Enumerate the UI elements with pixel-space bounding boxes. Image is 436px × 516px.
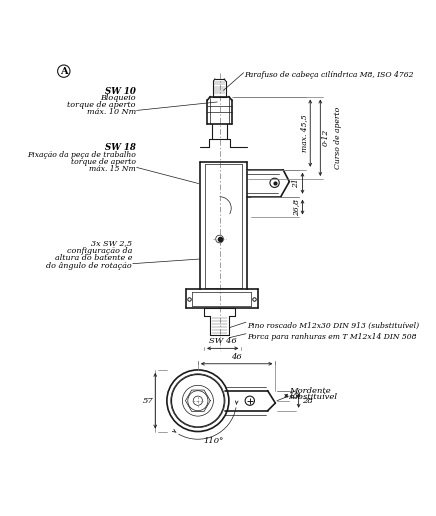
Text: substituível: substituível: [290, 394, 338, 401]
Text: torque de aperto: torque de aperto: [71, 158, 136, 166]
Text: 28: 28: [302, 397, 313, 405]
Text: 15: 15: [289, 392, 299, 400]
Text: 110°: 110°: [203, 437, 224, 445]
Text: 57: 57: [143, 397, 154, 405]
Text: configuração da: configuração da: [67, 247, 132, 255]
Text: 46: 46: [231, 352, 242, 361]
Text: Mordente: Mordente: [290, 386, 331, 395]
Text: max. 45,5: max. 45,5: [300, 114, 308, 152]
Text: torque de aperto: torque de aperto: [68, 101, 136, 109]
Text: máx. 15 Nm: máx. 15 Nm: [89, 165, 136, 173]
Text: A: A: [60, 67, 68, 76]
Text: Parafuso de cabeça cilíndrica M8, ISO 4762: Parafuso de cabeça cilíndrica M8, ISO 47…: [244, 71, 414, 79]
Text: 0-12: 0-12: [322, 129, 330, 147]
Text: Fixação da peça de trabalho: Fixação da peça de trabalho: [27, 151, 136, 159]
Text: altura do batente e: altura do batente e: [54, 254, 132, 263]
Text: SW 46: SW 46: [209, 336, 237, 345]
Text: Porca para ranhuras em T M12x14 DIN 508: Porca para ranhuras em T M12x14 DIN 508: [247, 333, 416, 341]
Text: Curso de aperto: Curso de aperto: [334, 107, 341, 169]
Text: 21: 21: [292, 179, 300, 188]
Text: Pino roscado M12x30 DIN 913 (substituível): Pino roscado M12x30 DIN 913 (substituíve…: [247, 321, 419, 329]
Text: SW 18: SW 18: [105, 143, 136, 152]
Text: Bloqueio: Bloqueio: [100, 94, 136, 102]
Text: máx. 10 Nm: máx. 10 Nm: [87, 108, 136, 116]
Text: do ângulo de rotação: do ângulo de rotação: [46, 262, 132, 270]
Text: SW 10: SW 10: [105, 87, 136, 95]
Text: 26,8: 26,8: [292, 199, 300, 216]
Text: 3x SW 2,5: 3x SW 2,5: [91, 239, 132, 247]
